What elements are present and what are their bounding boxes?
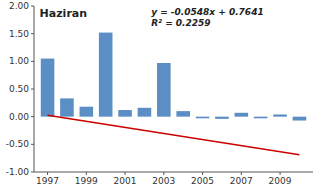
- y-tick-label: -0.50: [6, 139, 30, 149]
- y-tick-label: 1.50: [9, 29, 29, 39]
- bar: [273, 114, 287, 116]
- trend-line: [48, 115, 300, 154]
- x-tick-label: 2009: [269, 176, 292, 186]
- x-tick-label: 2005: [191, 176, 214, 186]
- y-tick-label: 0.00: [9, 112, 29, 122]
- x-tick-label: 1999: [75, 176, 98, 186]
- bar: [118, 110, 132, 117]
- chart: -1.00 -0.50 0.00 0.50 1.00 1.50 2.00 1997 1999 20…: [0, 0, 321, 188]
- bar: [99, 33, 113, 117]
- y-tick-label: 2.00: [9, 1, 29, 11]
- bar: [215, 117, 229, 119]
- y-tick-label: 1.00: [9, 56, 29, 66]
- bar: [157, 63, 171, 117]
- y-tick-label: 0.50: [9, 84, 29, 94]
- bar: [254, 117, 268, 119]
- x-tick-label: 1997: [36, 176, 59, 186]
- bar: [293, 117, 307, 121]
- bar: [235, 113, 249, 117]
- y-axis-line: [34, 6, 35, 172]
- title: Haziran: [40, 7, 87, 20]
- y-tick-label: -1.00: [6, 167, 30, 177]
- bar: [196, 117, 210, 119]
- annotation: R² = 0.2259: [151, 18, 210, 28]
- bar: [138, 108, 152, 117]
- bar: [60, 98, 74, 116]
- x-axis-line: [34, 172, 313, 173]
- x-tick-label: 2003: [152, 176, 175, 186]
- bar: [41, 59, 55, 117]
- x-tick-label: 2001: [114, 176, 137, 186]
- annotation: y = -0.0548x + 0.7641: [151, 7, 263, 17]
- x-tick-label: 2007: [230, 176, 253, 186]
- plot-area: [41, 33, 306, 155]
- bar: [176, 111, 190, 117]
- bar: [80, 107, 94, 117]
